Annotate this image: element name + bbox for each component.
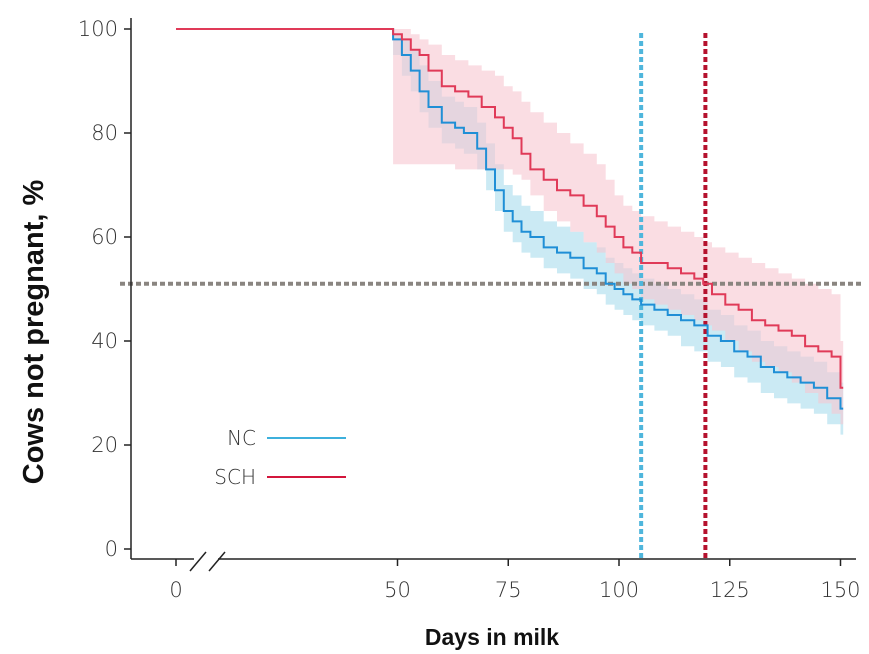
legend: NC SCH: [214, 426, 346, 489]
series-line-nc: [176, 28, 844, 410]
reference-lines: [120, 33, 862, 559]
y-ticks: 0 20 40 60 80 100: [78, 17, 131, 561]
confidence-bands: [176, 29, 844, 435]
axes: 0 50 75 100 125 150 0 20 40 60 80 100: [78, 17, 861, 602]
y-tick-label: 40: [91, 329, 118, 353]
x-axis-break-marker: [189, 551, 226, 572]
series-line-sch: [176, 28, 844, 389]
confidence-band-nc: [176, 29, 844, 435]
y-axis-title: Cows not pregnant, %: [18, 180, 50, 485]
x-tick-label: 75: [495, 578, 522, 602]
legend-label-nc: NC: [227, 426, 256, 450]
axis-break-slash: [208, 551, 226, 572]
y-tick-label: 20: [91, 433, 118, 457]
confidence-band-sch: [176, 29, 844, 425]
y-tick-label: 100: [78, 17, 118, 41]
series-lines: [176, 28, 844, 410]
y-tick-label: 0: [105, 537, 118, 561]
x-tick-label: 125: [710, 578, 750, 602]
x-tick-label: 100: [599, 578, 639, 602]
x-tick-label: 150: [820, 578, 860, 602]
y-tick-label: 60: [91, 225, 118, 249]
axis-break-slash: [189, 551, 207, 572]
x-axis-title: Days in milk: [425, 624, 559, 650]
y-tick-label: 80: [91, 121, 118, 145]
x-tick-label: 50: [384, 578, 411, 602]
legend-label-sch: SCH: [214, 465, 256, 489]
x-ticks: 0 50 75 100 125 150: [169, 559, 861, 602]
x-tick-label: 0: [169, 578, 182, 602]
